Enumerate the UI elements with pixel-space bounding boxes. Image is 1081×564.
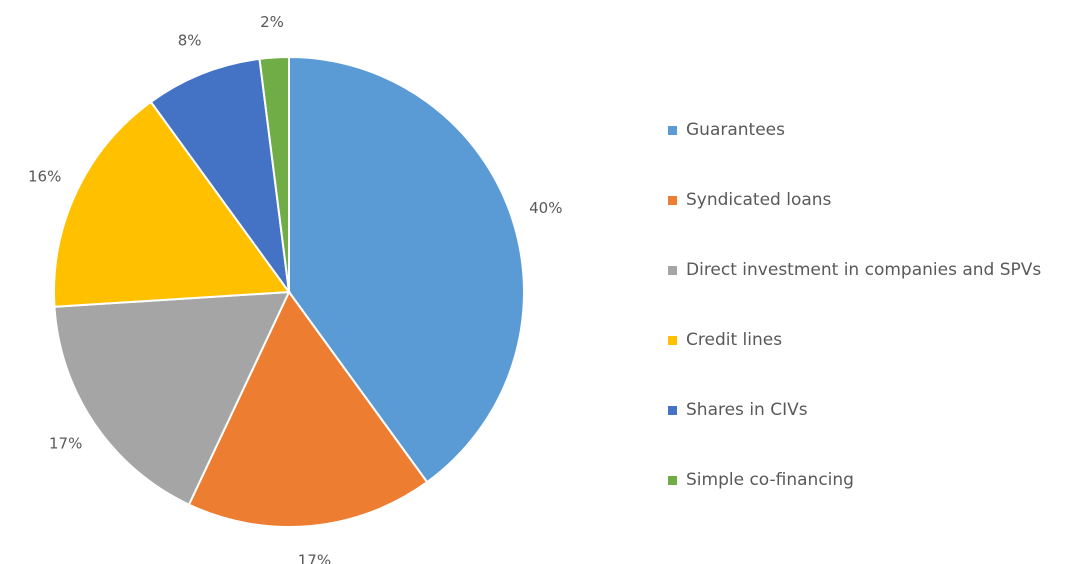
pie-slice — [53, 100, 291, 308]
legend-label: Simple co-financing — [686, 470, 854, 490]
legend-item: Syndicated loans — [668, 186, 1078, 214]
data-label: 16% — [28, 168, 61, 186]
data-label: 8% — [178, 31, 202, 49]
pie-slice — [53, 290, 291, 506]
legend-swatch — [668, 196, 677, 205]
data-label: 40% — [529, 199, 562, 217]
legend-label: Credit lines — [686, 330, 783, 350]
data-label: 17% — [298, 551, 331, 564]
legend-item: Credit lines — [668, 326, 1078, 354]
pie-slice — [288, 55, 525, 484]
legend-label: Shares in CIVs — [686, 400, 808, 420]
legend-swatch — [668, 476, 677, 485]
legend-item: Shares in CIVs — [668, 396, 1078, 424]
legend-item: Direct investment in companies and SPVs — [668, 256, 1078, 284]
legend-label: Guarantees — [686, 120, 785, 140]
legend-swatch — [668, 126, 677, 135]
pie-slice — [187, 290, 429, 528]
legend-item: Simple co-financing — [668, 466, 1078, 494]
pie-slice — [149, 57, 290, 293]
legend-swatch — [668, 336, 677, 345]
legend-item: Guarantees — [668, 116, 1078, 144]
data-label: 2% — [260, 13, 284, 31]
legend-swatch — [668, 266, 677, 275]
legend-label: Syndicated loans — [686, 190, 832, 210]
legend-swatch — [668, 406, 677, 415]
legend-label: Direct investment in companies and SPVs — [686, 260, 1042, 280]
data-label: 17% — [49, 434, 82, 452]
pie-slice — [258, 55, 290, 293]
